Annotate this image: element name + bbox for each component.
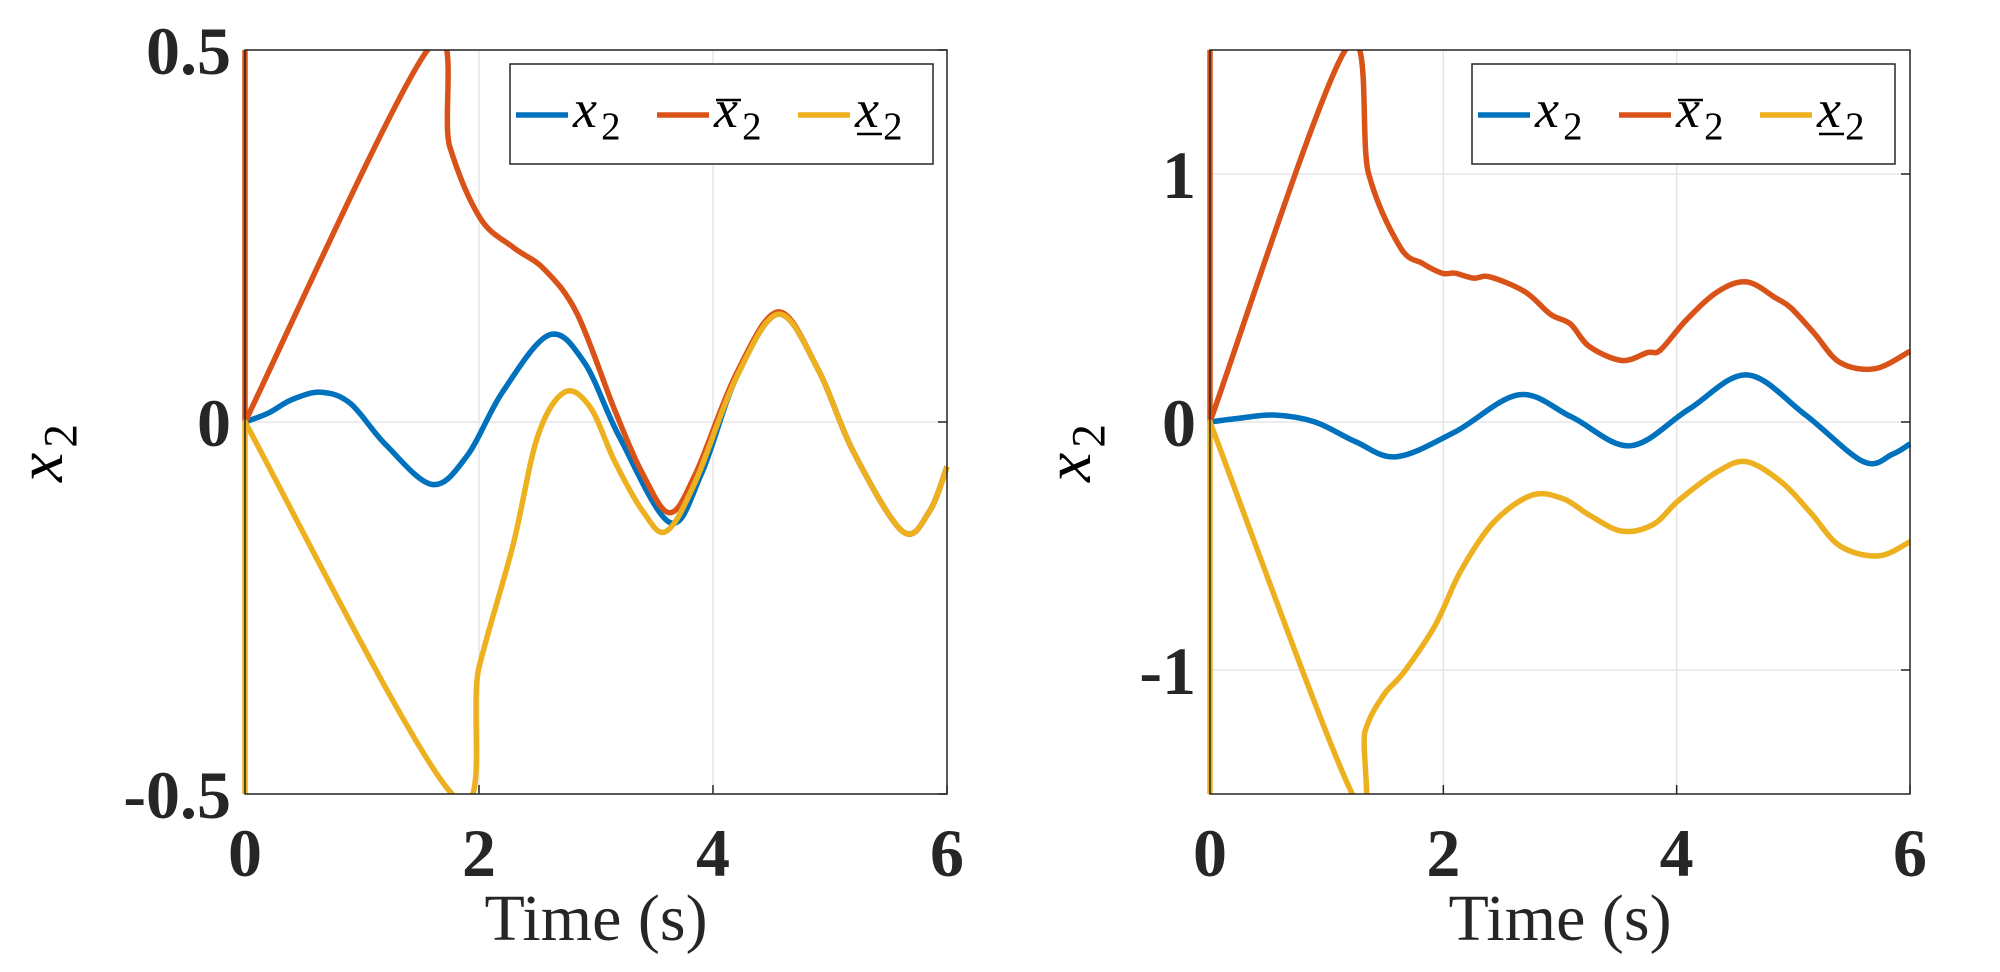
series-group <box>1207 50 1912 794</box>
y-axis-label-math-subscript: 2 <box>1064 424 1116 448</box>
axes-box <box>244 49 948 795</box>
legend-box <box>509 63 934 165</box>
y-axis-label-math: x2 <box>1032 424 1116 483</box>
y-axis-label-math-subscript: 2 <box>36 424 88 448</box>
series-line-3 <box>1207 419 1912 794</box>
y-tick-label: 0 <box>197 385 231 461</box>
x-tick-label: 4 <box>696 815 730 891</box>
legend-label-2-subscript: 2 <box>1704 105 1723 148</box>
legend-label-2-subscript: 2 <box>742 105 761 148</box>
series-line-2 <box>1207 50 1912 425</box>
legend-label-2-symbol: x <box>713 79 738 139</box>
series-group <box>242 50 950 794</box>
legend-label-3-subscript: 2 <box>883 105 902 148</box>
y-tick-label: 1 <box>1162 137 1196 213</box>
legend-label-3-symbol: x <box>1816 79 1841 139</box>
x-tick-label: 0 <box>228 815 262 891</box>
legend-label-3-symbol: x <box>854 79 879 139</box>
axes-box <box>1209 49 1911 795</box>
y-axis-label-math-symbol: x <box>4 453 77 483</box>
legend-box <box>1471 63 1896 165</box>
y-tick-label: -0.5 <box>123 757 231 833</box>
x-tick-label: 6 <box>930 815 964 891</box>
series-line-3 <box>242 311 950 794</box>
legend-label-1-subscript: 2 <box>1563 105 1582 148</box>
x-tick-label: 2 <box>1426 815 1460 891</box>
y-tick-label: 0 <box>1162 385 1196 461</box>
legend-label-1-symbol: x <box>1534 79 1559 139</box>
legend-label-1-subscript: 2 <box>601 105 620 148</box>
legend-label-1-symbol: x <box>572 79 597 139</box>
x-axis-label: Time (s) <box>484 882 707 955</box>
legend-label-3-subscript: 2 <box>1845 105 1864 148</box>
y-axis-label: x2 <box>1032 424 1116 483</box>
y-tick-label: -1 <box>1139 633 1196 709</box>
legend-label-2-symbol: x <box>1675 79 1700 139</box>
x-axis-label: Time (s) <box>1448 882 1671 955</box>
y-axis-label-math: x2 <box>4 424 88 483</box>
y-axis-label: x2 <box>4 424 88 483</box>
y-axis-label-math-symbol: x <box>1032 453 1105 483</box>
series-line-1 <box>1209 372 1912 467</box>
x-tick-label: 4 <box>1660 815 1694 891</box>
x-tick-label: 2 <box>462 815 496 891</box>
x-tick-label: 0 <box>1193 815 1227 891</box>
y-tick-label: 0.5 <box>146 13 231 89</box>
x-tick-label: 6 <box>1893 815 1927 891</box>
